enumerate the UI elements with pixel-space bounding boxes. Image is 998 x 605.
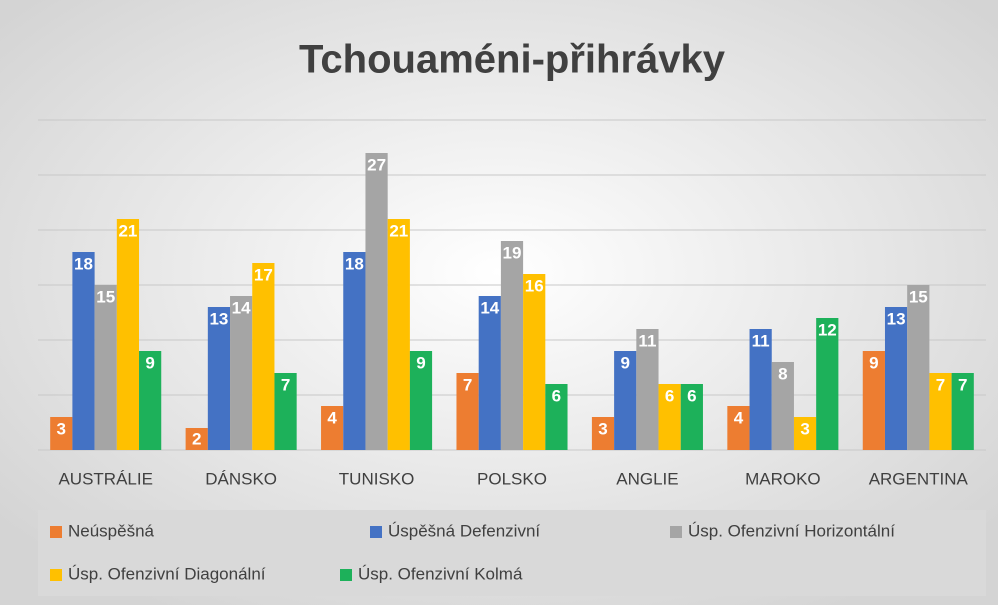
bar — [185, 428, 208, 450]
bar — [50, 417, 73, 450]
data-label: 14 — [232, 298, 251, 317]
bar — [545, 384, 568, 450]
data-label: 7 — [958, 375, 967, 394]
legend-label: Úsp. Ofenzivní Kolmá — [358, 564, 523, 583]
bar — [591, 417, 615, 450]
legend-label: Úsp. Ofenzivní Horizontální — [688, 521, 895, 540]
bar — [680, 384, 703, 450]
x-tick-label: TUNISKO — [339, 469, 415, 488]
x-tick-label: AUSTRÁLIE — [58, 469, 152, 488]
bar — [274, 373, 297, 450]
bar — [94, 285, 117, 450]
data-label: 18 — [74, 254, 93, 273]
data-label: 2 — [192, 429, 201, 448]
data-label: 6 — [665, 386, 674, 405]
data-label: 9 — [416, 353, 425, 372]
bar — [907, 285, 930, 450]
bar — [862, 351, 885, 450]
bar — [929, 373, 952, 450]
legend-label: Neúspěšná — [68, 521, 155, 540]
data-label: 7 — [936, 375, 945, 394]
bar — [116, 219, 140, 450]
bar — [658, 384, 681, 450]
legend-swatch — [670, 526, 682, 538]
data-label: 21 — [118, 221, 137, 240]
legend-swatch — [340, 569, 352, 581]
bar — [409, 351, 433, 450]
bar — [252, 263, 275, 450]
data-label: 16 — [525, 276, 544, 295]
bar — [951, 373, 974, 450]
bar — [321, 406, 344, 450]
x-tick-label: POLSKO — [477, 469, 547, 488]
data-label: 18 — [345, 254, 364, 273]
x-tick-label: ARGENTINA — [869, 469, 969, 488]
legend-label: Úspěšná Defenzivní — [388, 521, 540, 540]
data-label: 8 — [778, 364, 787, 383]
bar — [343, 252, 366, 450]
bar — [500, 241, 524, 450]
data-label: 13 — [887, 309, 906, 328]
data-label: 12 — [818, 320, 837, 339]
data-label: 3 — [598, 419, 607, 438]
data-label: 19 — [503, 243, 522, 262]
bar — [523, 274, 546, 450]
bar — [816, 318, 839, 450]
bar — [387, 219, 410, 450]
data-label: 14 — [480, 298, 499, 317]
data-label: 7 — [281, 375, 290, 394]
bar — [207, 307, 231, 450]
bar — [72, 252, 95, 450]
data-label: 7 — [463, 375, 472, 394]
bar — [884, 307, 908, 450]
data-label: 13 — [209, 309, 228, 328]
data-label: 9 — [620, 353, 629, 372]
data-label: 9 — [869, 353, 878, 372]
data-label: 6 — [552, 386, 561, 405]
bar — [139, 351, 162, 450]
x-tick-label: DÁNSKO — [205, 469, 277, 488]
data-label: 3 — [800, 419, 809, 438]
chart-title: Tchouaméni-přihrávky — [299, 38, 726, 82]
bar — [478, 296, 501, 450]
legend-box — [38, 510, 986, 596]
data-label: 15 — [96, 287, 115, 306]
bar — [793, 417, 817, 450]
data-label: 9 — [145, 353, 154, 372]
data-label: 17 — [254, 265, 273, 284]
data-label: 27 — [367, 155, 386, 174]
legend-label: Úsp. Ofenzivní Diagonální — [68, 564, 266, 583]
data-label: 11 — [638, 331, 656, 350]
bar — [636, 329, 659, 450]
x-tick-label: ANGLIE — [616, 469, 678, 488]
bar — [614, 351, 637, 450]
data-label: 6 — [687, 386, 696, 405]
bar — [230, 296, 253, 450]
x-tick-label: MAROKO — [745, 469, 821, 488]
legend-swatch — [370, 526, 382, 538]
legend-swatch — [50, 569, 62, 581]
data-label: 21 — [389, 221, 408, 240]
bar — [456, 373, 479, 450]
bar — [727, 406, 750, 450]
data-label: 4 — [327, 408, 337, 427]
data-label: 4 — [734, 408, 744, 427]
legend-swatch — [50, 526, 62, 538]
bar — [749, 329, 772, 450]
bar — [771, 362, 794, 450]
bar — [365, 153, 388, 450]
data-label: 15 — [909, 287, 928, 306]
data-label: 11 — [752, 331, 770, 350]
data-label: 3 — [57, 419, 66, 438]
